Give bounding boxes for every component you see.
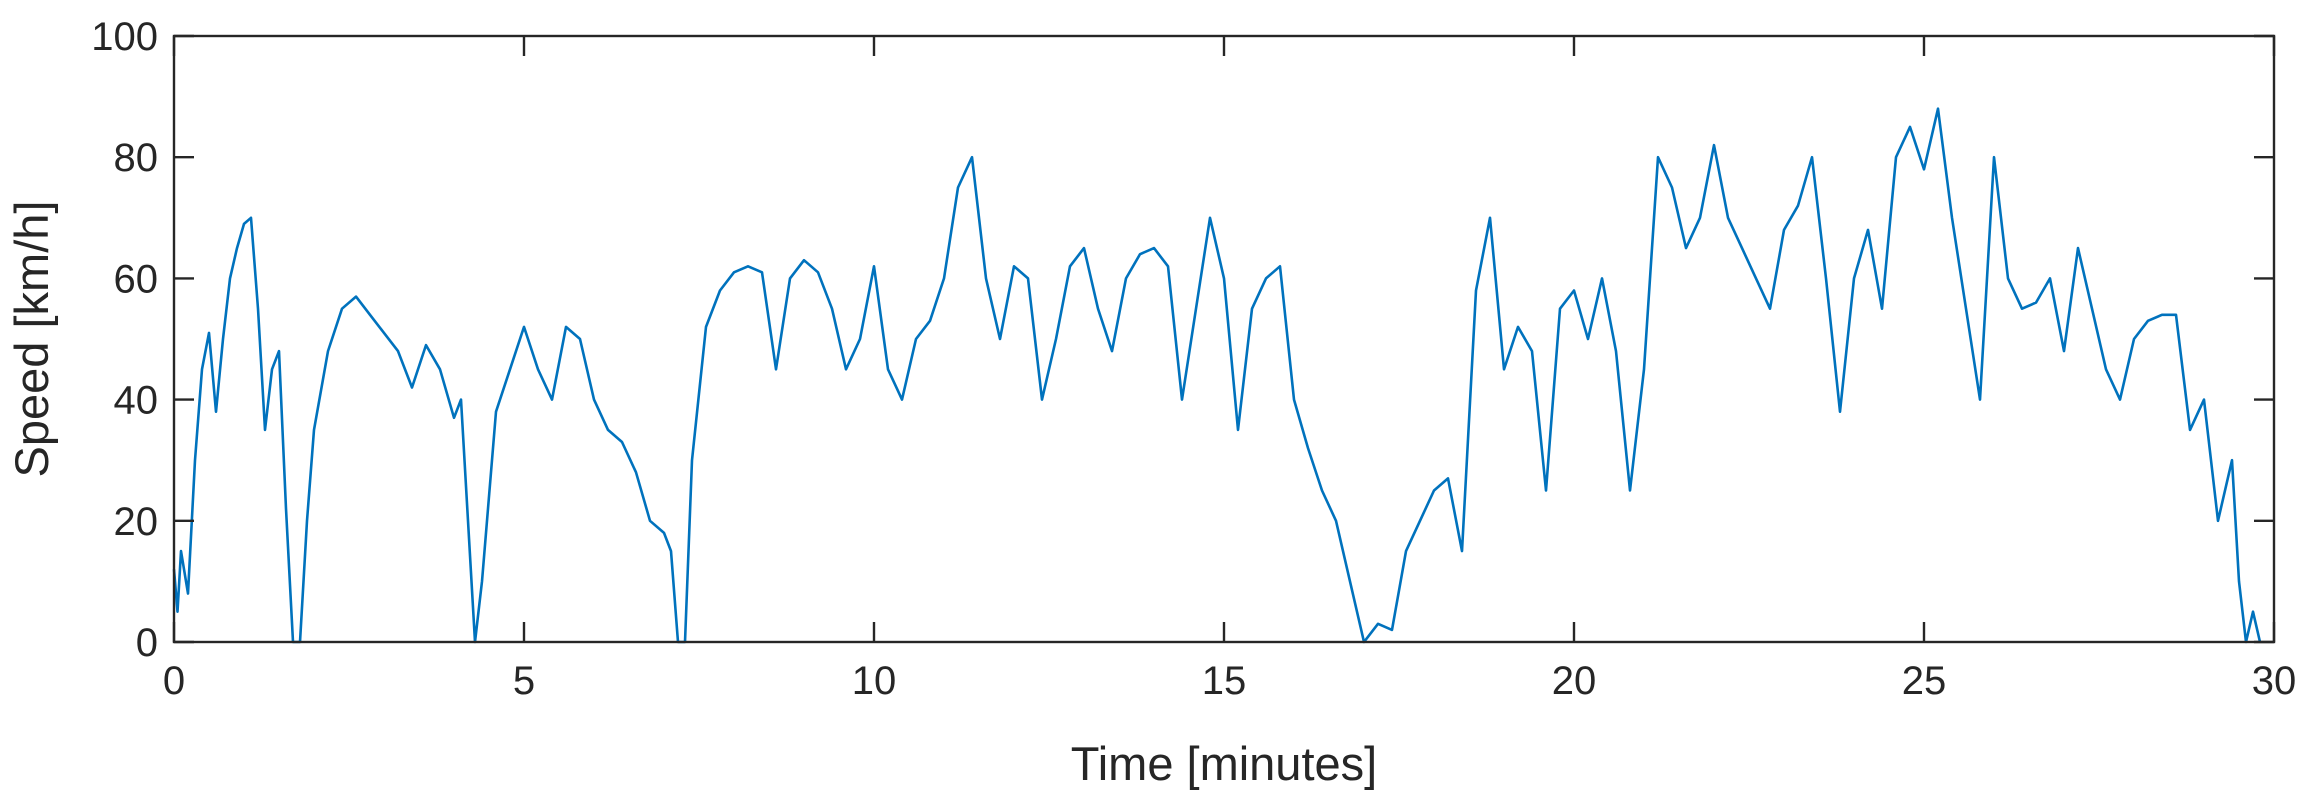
y-tick-label-4: 80	[114, 136, 159, 180]
x-tick-label-6: 30	[2252, 659, 2297, 703]
y-tick-label-1: 20	[114, 500, 159, 544]
plot-area	[174, 36, 2274, 642]
x-tick-label-4: 20	[1552, 659, 1597, 703]
x-tick-label-2: 10	[852, 659, 897, 703]
y-axis-label: Speed [km/h]	[5, 201, 58, 478]
y-tick-label-2: 40	[114, 379, 159, 423]
y-tick-label-0: 0	[136, 621, 158, 665]
x-tick-label-5: 25	[1902, 659, 1947, 703]
series-line-0	[172, 107, 2262, 644]
x-axis-label: Time [minutes]	[1071, 737, 1377, 790]
x-tick-label-1: 5	[513, 659, 535, 703]
y-tick-label-5: 100	[91, 15, 158, 59]
x-tick-label-3: 15	[1202, 659, 1247, 703]
x-tick-label-0: 0	[163, 659, 185, 703]
y-tick-label-3: 60	[114, 257, 159, 301]
